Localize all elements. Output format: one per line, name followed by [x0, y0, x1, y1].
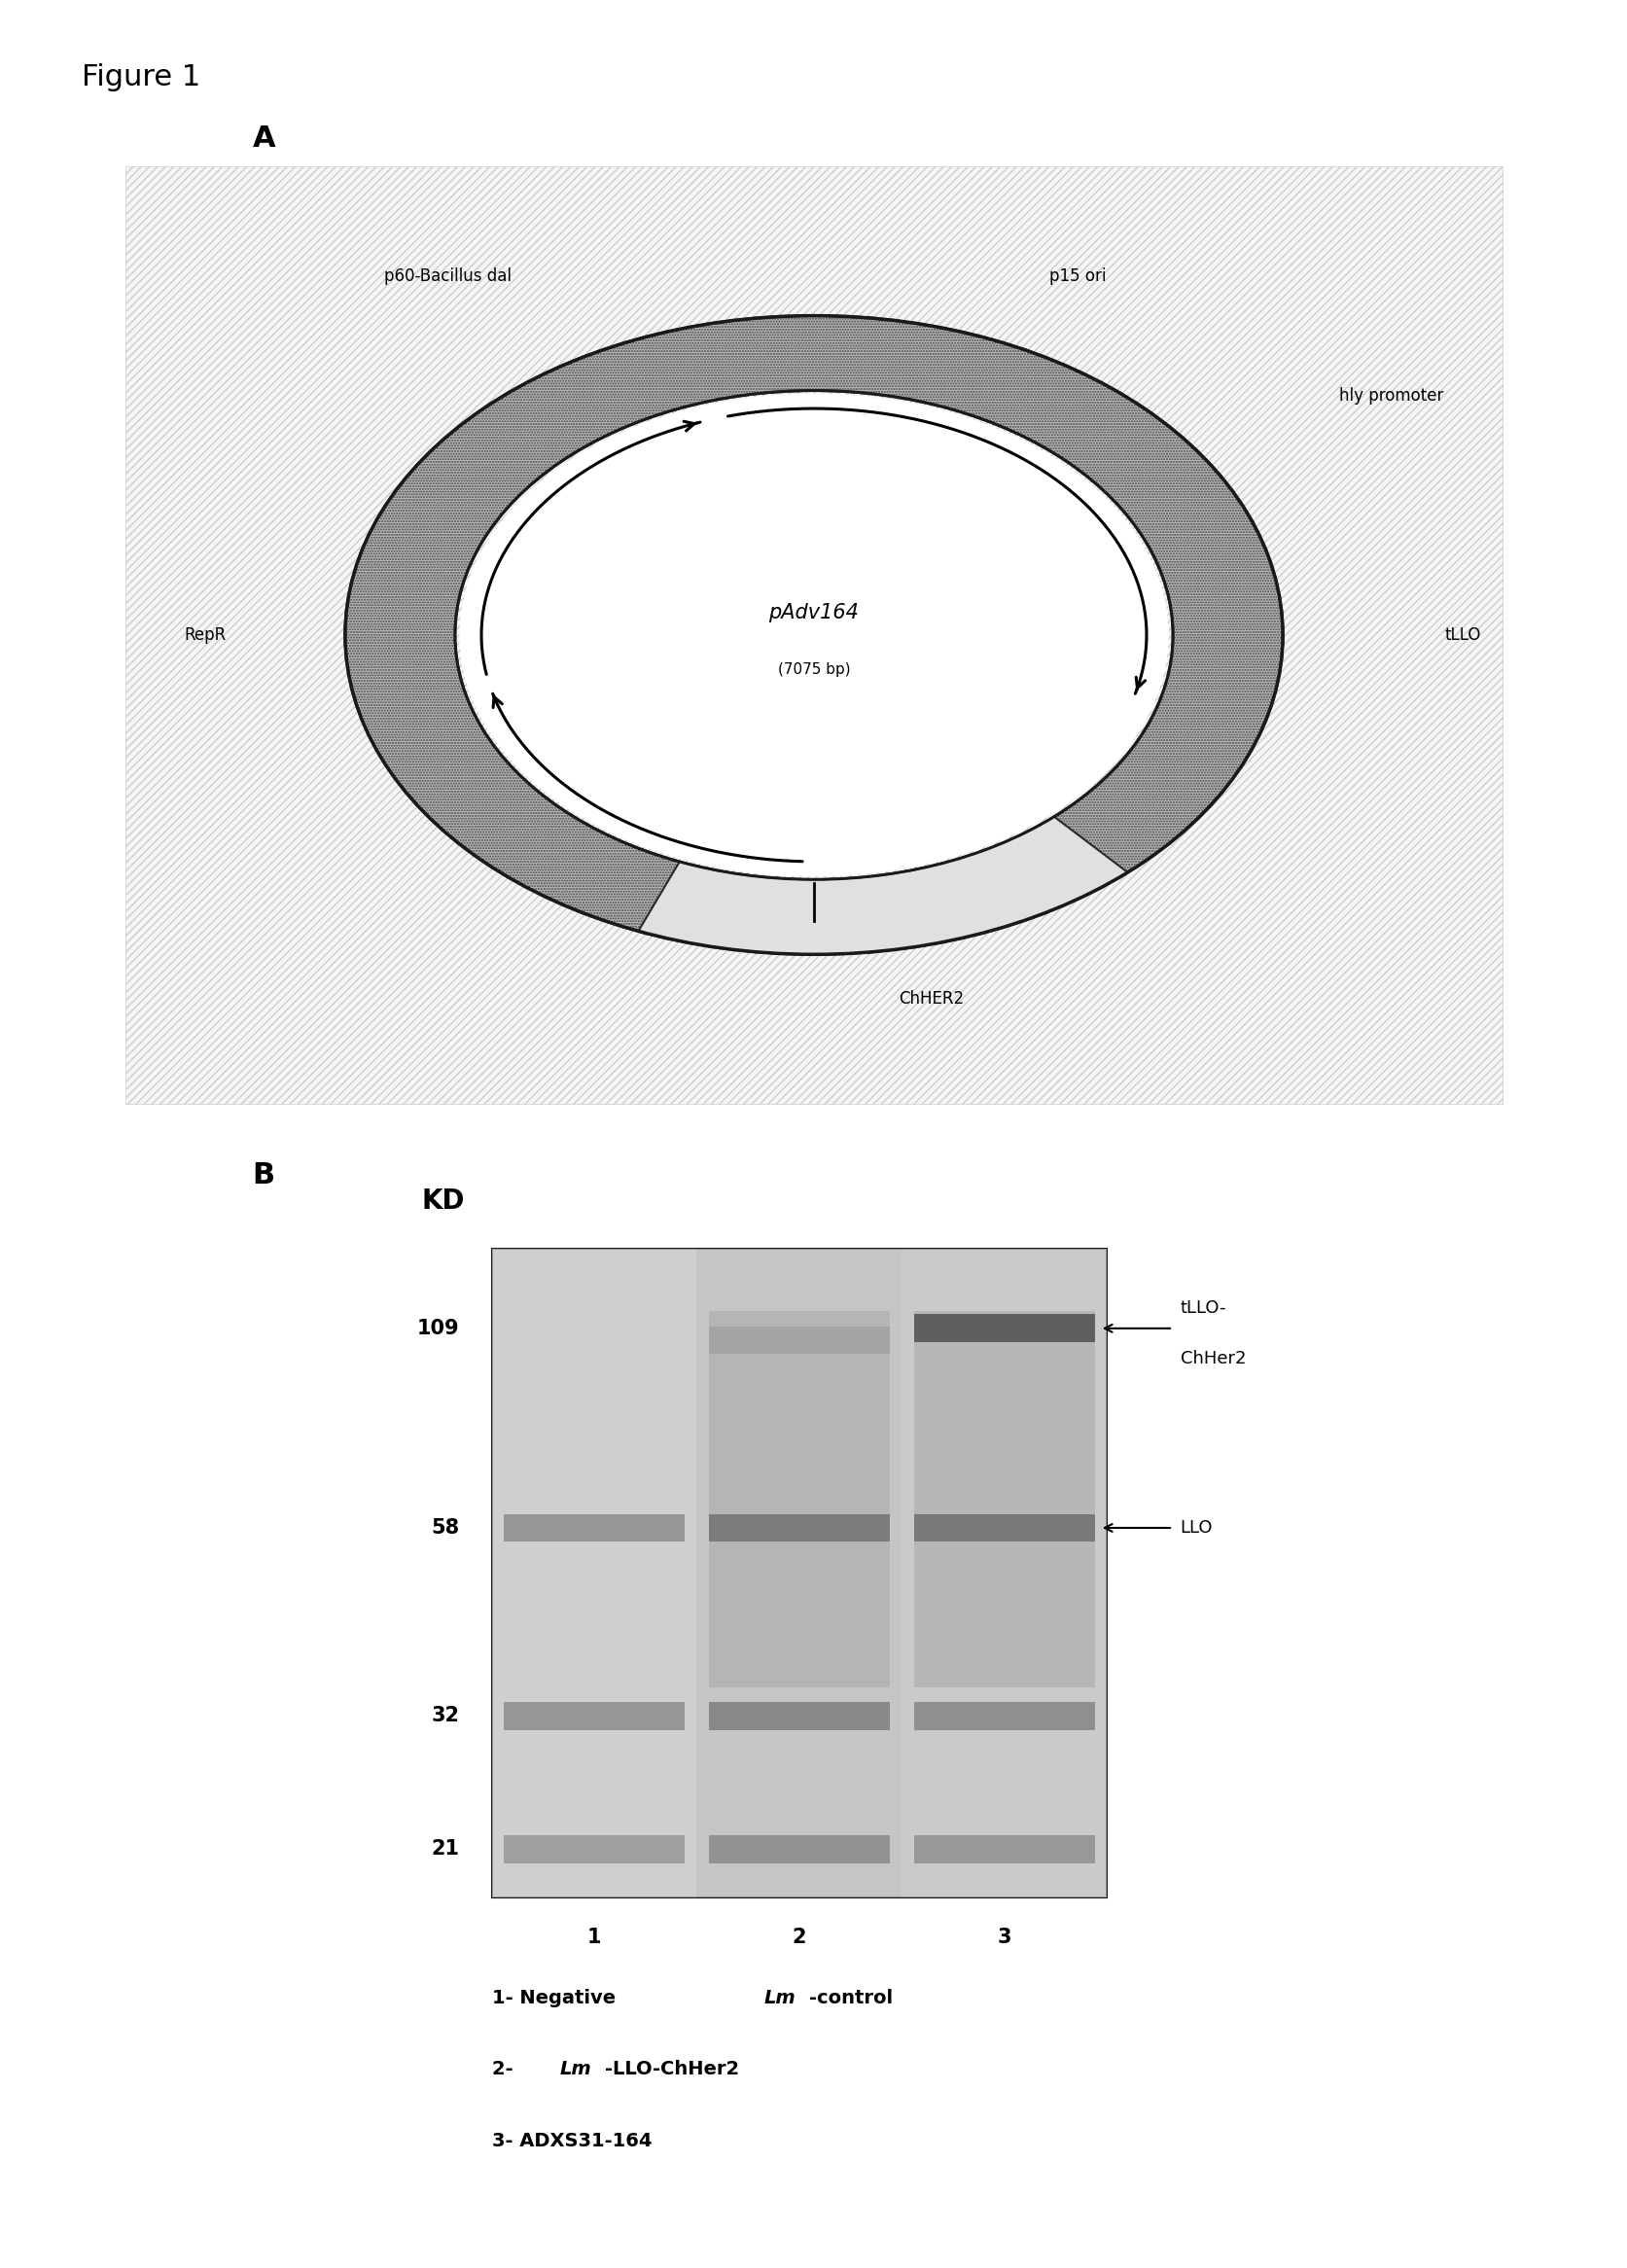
Text: 1- Negative: 1- Negative: [491, 1989, 622, 2007]
Text: 1: 1: [587, 1928, 600, 1948]
Text: 32: 32: [431, 1706, 459, 1726]
Text: B: B: [252, 1161, 275, 1188]
Bar: [914, 1315, 1093, 1343]
Bar: [709, 1701, 888, 1730]
Bar: [914, 1515, 1093, 1542]
Bar: [914, 1835, 1093, 1862]
Text: (7075 bp): (7075 bp): [778, 662, 849, 678]
Bar: [914, 1311, 1093, 1687]
Bar: [709, 1515, 888, 1542]
Bar: [491, 1250, 1106, 1898]
Text: tLLO-: tLLO-: [1180, 1300, 1225, 1318]
Text: -control: -control: [809, 1989, 893, 2007]
Circle shape: [459, 395, 1168, 875]
Text: Lm: Lm: [560, 2059, 591, 2080]
Text: 2: 2: [792, 1928, 805, 1948]
Bar: [709, 1327, 888, 1354]
Wedge shape: [638, 816, 1128, 955]
Text: Lm: Lm: [763, 1989, 796, 2007]
Text: 3- ADXS31-164: 3- ADXS31-164: [491, 2132, 651, 2150]
Bar: [709, 1311, 888, 1687]
Text: tLLO: tLLO: [1443, 626, 1481, 644]
Text: 58: 58: [431, 1517, 459, 1538]
Text: RepR: RepR: [184, 626, 226, 644]
Bar: [901, 1250, 1106, 1898]
Text: A: A: [252, 125, 275, 152]
Bar: [709, 1835, 888, 1862]
Bar: [491, 1250, 696, 1898]
Bar: [696, 1250, 901, 1898]
Text: LLO: LLO: [1180, 1520, 1212, 1538]
Text: 21: 21: [431, 1839, 459, 1860]
Bar: [504, 1515, 683, 1542]
Text: 3: 3: [997, 1928, 1010, 1948]
Text: hly promoter: hly promoter: [1339, 388, 1443, 404]
Text: p60-Bacillus dal: p60-Bacillus dal: [384, 268, 511, 284]
Text: KD: KD: [421, 1186, 465, 1213]
Text: 2-: 2-: [491, 2059, 519, 2080]
Text: 109: 109: [417, 1318, 459, 1338]
Bar: [504, 1835, 683, 1862]
Text: ChHER2: ChHER2: [898, 991, 963, 1007]
Bar: [914, 1701, 1093, 1730]
Text: -LLO-ChHer2: -LLO-ChHer2: [605, 2059, 739, 2080]
Text: Figure 1: Figure 1: [81, 64, 200, 91]
Text: ChHer2: ChHer2: [1180, 1349, 1245, 1368]
Bar: [504, 1701, 683, 1730]
Text: pAdv164: pAdv164: [768, 603, 859, 624]
Wedge shape: [345, 315, 1282, 955]
Text: p15 ori: p15 ori: [1049, 268, 1105, 284]
